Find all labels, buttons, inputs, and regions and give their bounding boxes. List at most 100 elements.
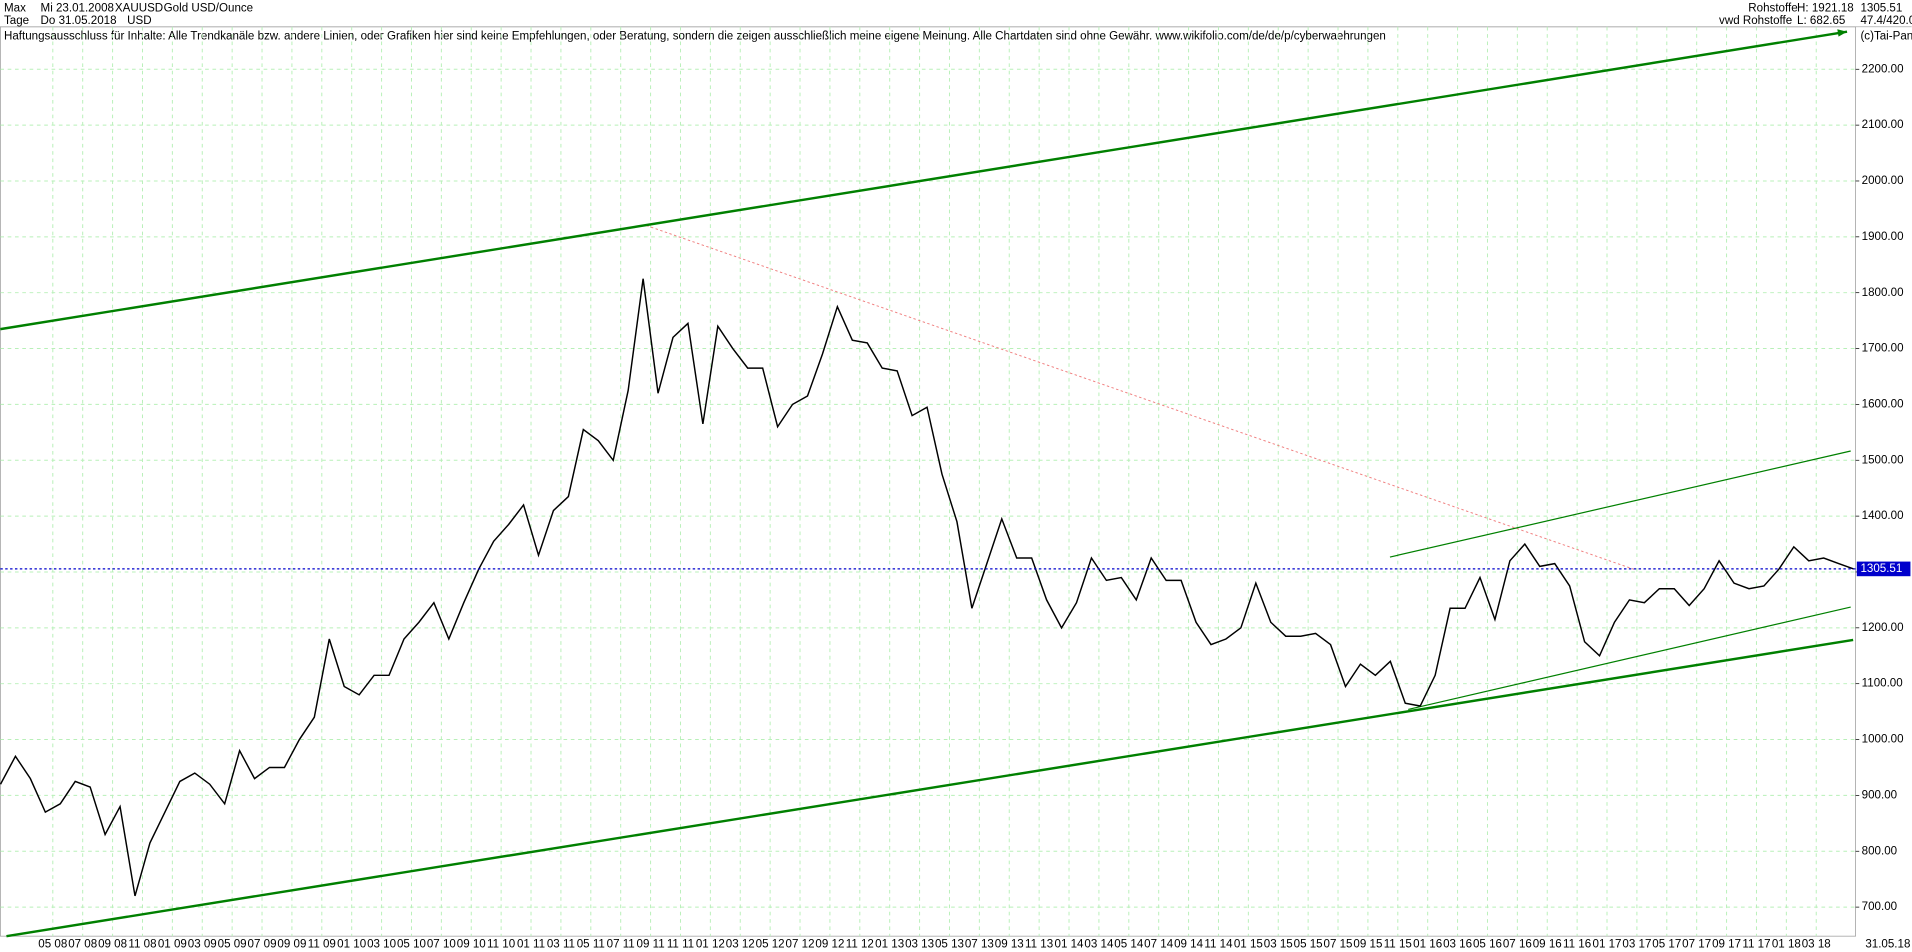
x-tick-label: 03 17 [1622, 939, 1651, 951]
x-tick-label: 03 12 [726, 939, 755, 951]
x-tick-label: 05 17 [1652, 939, 1681, 951]
x-tick-label: 05 10 [397, 939, 426, 951]
trend-line [1408, 606, 1851, 711]
x-tick-label: 03 11 [547, 939, 575, 951]
trend-line [0, 30, 1848, 331]
x-tick-label: 03 14 [1084, 939, 1114, 951]
x-tick-label: 11 12 [846, 939, 874, 951]
x-tick-label: 01 16 [1413, 939, 1442, 951]
x-tick-label: 09 09 [277, 939, 306, 951]
x-tick-label: 07 17 [1682, 939, 1711, 951]
x-tick-label: 01 12 [696, 939, 725, 951]
x-tick-label: 01 11 [517, 939, 545, 951]
x-tick-label: 05 15 [1294, 939, 1323, 951]
grid [0, 26, 1856, 937]
x-tick-label: 05 12 [756, 939, 785, 951]
x-tick-label: 07 16 [1503, 939, 1532, 951]
trend-line [6, 638, 1854, 938]
x-tick-label: 11 15 [1384, 939, 1412, 951]
range-selector[interactable]: Max [4, 3, 26, 15]
y-tick-label: 1500.00 [1862, 454, 1904, 466]
x-tick-label: 07 10 [427, 939, 456, 951]
x-tick-label: 05 13 [935, 939, 964, 951]
extra: 47.4/420.0 [1860, 15, 1912, 27]
symbol: XAUUSD [115, 3, 163, 15]
x-tick-label: 07 09 [248, 939, 277, 951]
x-tick-label: 11 13 [1025, 939, 1053, 951]
period-selector[interactable]: Tage [4, 15, 29, 27]
last-price-label: 1305.51 [1860, 563, 1902, 575]
end-date: Do 31.05.2018 [41, 15, 117, 27]
high: H: 1921.18 [1797, 3, 1854, 15]
x-tick-label: 09 10 [457, 939, 486, 951]
x-tick-label: 11 10 [487, 939, 515, 951]
y-tick-label: 900.00 [1862, 789, 1897, 801]
x-tick-label: 01 14 [1055, 939, 1085, 951]
end-label: 31.05.18 [1865, 939, 1910, 951]
y-tick-label: 2100.00 [1862, 119, 1904, 131]
x-tick-label: 01 09 [158, 939, 187, 951]
x-tick-label: 07 15 [1324, 939, 1353, 951]
trend-lines [0, 29, 1854, 938]
x-tick-label: 09 13 [995, 939, 1024, 951]
x-tick-label: 11 09 [308, 939, 336, 951]
x-tick-label: 09 16 [1533, 939, 1562, 951]
x-tick-label: 03 15 [1264, 939, 1293, 951]
x-tick-label: 05 09 [218, 939, 247, 951]
x-tick-label: 03 10 [367, 939, 396, 951]
y-tick-label: 700.00 [1862, 901, 1897, 913]
y-tick-label: 1900.00 [1862, 231, 1904, 243]
y-tick-label: 1400.00 [1862, 510, 1904, 522]
y-tick-label: 1100.00 [1862, 678, 1903, 690]
x-tick-label: 01 15 [1234, 939, 1263, 951]
currency: USD [127, 15, 151, 27]
x-tick-label: 03 18 [1802, 939, 1831, 951]
y-tick-label: 2200.00 [1862, 63, 1904, 75]
disclaimer: Haftungsausschluss für Inhalte: Alle Tre… [4, 31, 1386, 43]
x-tick-label: 01 10 [337, 939, 366, 951]
y-tick-label: 1000.00 [1862, 734, 1904, 746]
trend-line [1389, 450, 1851, 558]
trend-line [646, 225, 1634, 570]
x-tick-label: 01 18 [1772, 939, 1801, 951]
last-price-box [1856, 561, 1911, 577]
source: vwd Rohstoffe [1719, 15, 1792, 27]
y-tick-label: 2000.00 [1862, 175, 1904, 187]
x-tick-label: 11 17 [1742, 939, 1770, 951]
x-tick-label: 11 11 [667, 939, 694, 951]
x-tick-label: 11 16 [1563, 939, 1591, 951]
x-tick-label: 03 13 [905, 939, 934, 951]
y-tick-label: 1200.00 [1862, 622, 1904, 634]
plot-area [0, 26, 1856, 937]
y-tick-label: 1700.00 [1862, 343, 1904, 355]
x-tick-label: 07 11 [607, 939, 635, 951]
x-tick-label: 05 11 [577, 939, 605, 951]
y-tick-label: 1800.00 [1862, 287, 1904, 299]
x-tick-label: 05 16 [1473, 939, 1502, 951]
x-tick-label: 09 15 [1353, 939, 1382, 951]
copyright: (c)Tai-Pan [1860, 31, 1912, 43]
y-tick-label: 1600.00 [1862, 398, 1904, 410]
x-tick-label: 03 16 [1443, 939, 1472, 951]
x-tick-label: 09 11 [637, 939, 665, 951]
last-price-header: 1305.51 [1860, 3, 1902, 15]
x-tick-label: 11 14 [1204, 939, 1233, 951]
x-tick-label: 09 17 [1712, 939, 1741, 951]
y-tick-label: 800.00 [1862, 845, 1897, 857]
x-tick-label: 07 08 [68, 939, 97, 951]
x-tick-label: 07 12 [786, 939, 815, 951]
x-tick-label: 07 13 [965, 939, 994, 951]
low: L: 682.65 [1797, 15, 1845, 27]
x-tick-label: 03 09 [188, 939, 217, 951]
x-tick-label: 09 12 [815, 939, 844, 951]
x-tick-label: 09 08 [98, 939, 127, 951]
x-tick-label: 11 08 [128, 939, 156, 951]
x-tick-label: 01 17 [1593, 939, 1622, 951]
start-date: Mi 23.01.2008 [41, 3, 114, 15]
x-tick-label: 05 14 [1114, 939, 1144, 951]
x-tick-label: 05 08 [38, 939, 67, 951]
x-tick-label: 01 13 [875, 939, 904, 951]
x-tick-label: 07 14 [1144, 939, 1174, 951]
group: Rohstoffe [1748, 3, 1797, 15]
